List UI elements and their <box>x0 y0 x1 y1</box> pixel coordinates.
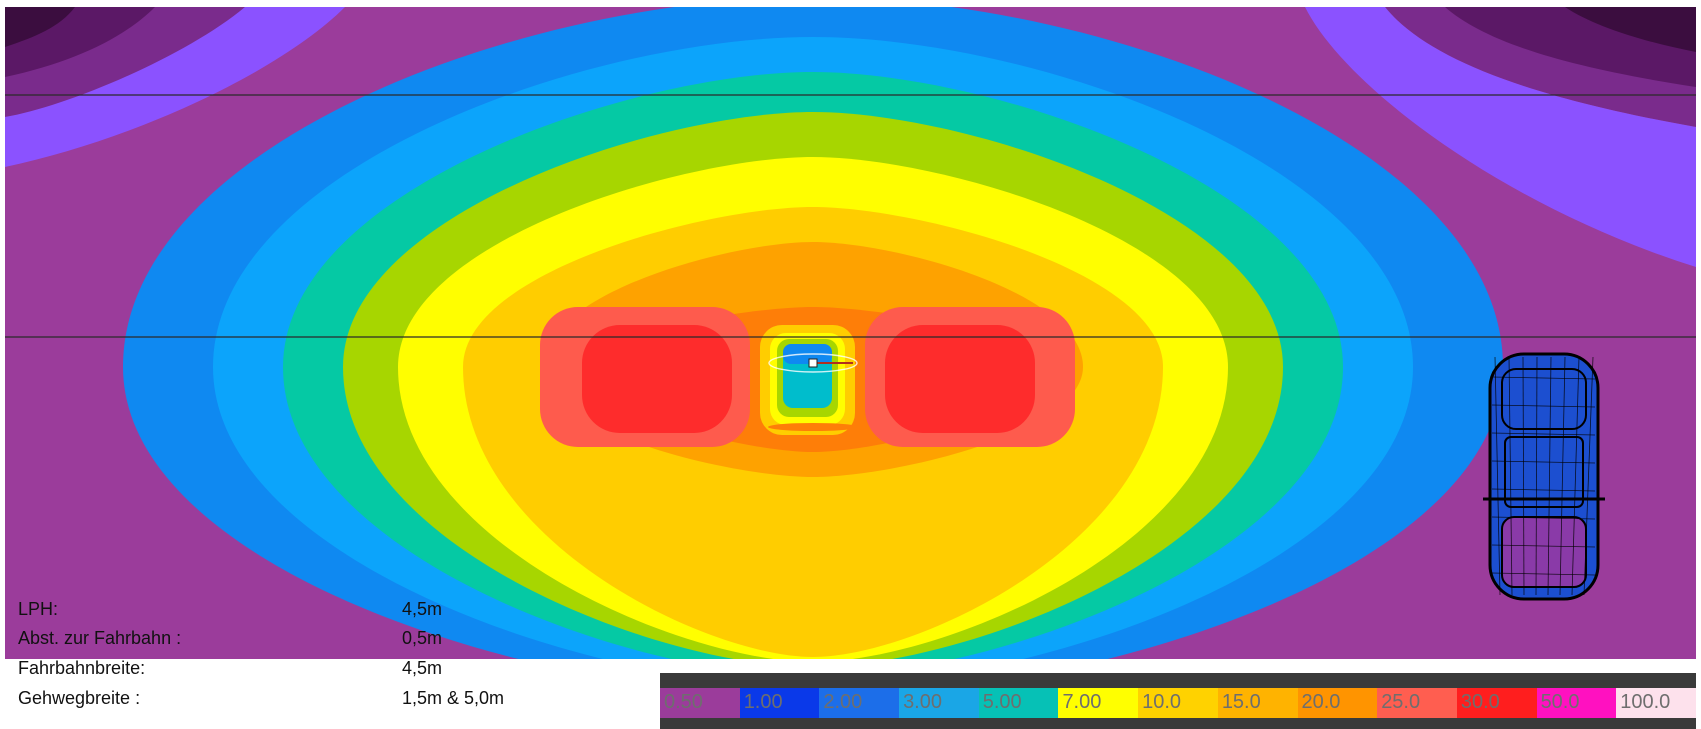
info-value: 1,5m & 5,0m <box>402 688 505 708</box>
legend-value: 7.00 <box>1062 691 1102 713</box>
luminaire-halo <box>768 353 858 373</box>
legend-cell: 25.0 <box>1377 688 1457 718</box>
legend-cells: 0.50 1.00 2.00 3.00 5.00 7.00 10.0 15.0 20.0 25.0… <box>660 688 1696 718</box>
legend-value: 50.0 <box>1540 691 1580 713</box>
legend-value: 25.0 <box>1381 691 1421 713</box>
contour-lobe-3 <box>885 325 1035 433</box>
car-mesh-line <box>1535 356 1538 596</box>
legend-value: 0.50 <box>664 691 703 713</box>
legend-value: 1.00 <box>743 691 783 713</box>
legend-value: 100.0 <box>1620 691 1671 713</box>
legend-cell: 15.0 <box>1217 688 1298 718</box>
legend-cell: 30.0 <box>1456 688 1537 718</box>
legend-value: 15.0 <box>1221 691 1261 713</box>
car-mesh-line <box>1491 572 1596 576</box>
info-row-road-width: Fahrbahnbreite: 4,5m <box>18 654 538 682</box>
car-roof <box>1504 436 1584 508</box>
contour-lobe-1 <box>582 325 732 433</box>
legend-cell: 50.0 <box>1536 688 1617 718</box>
legend-cell: 1.00 <box>739 688 820 718</box>
isolux-contour-svg <box>5 7 1696 659</box>
info-value: 4,5m <box>402 599 443 619</box>
car-mesh-line <box>1559 356 1566 596</box>
car-windshield <box>1501 368 1587 430</box>
legend-cell: 10.0 <box>1138 688 1218 718</box>
legend-cell: 2.00 <box>819 688 900 718</box>
legend-value: 10.0 <box>1142 691 1182 713</box>
legend-value: 20.0 <box>1301 691 1341 713</box>
info-value: 4,5m <box>402 658 443 678</box>
contour-corner-top-right-core <box>1565 7 1696 52</box>
legend-cell: 20.0 <box>1297 688 1378 718</box>
color-scale-legend: 0.50 1.00 2.00 3.00 5.00 7.00 10.0 15.0 20.0 25.0… <box>660 673 1696 729</box>
legend-cell: 3.00 <box>899 688 979 718</box>
info-value: 0,5m <box>402 628 443 648</box>
info-row-distance-to-road: Abst. zur Fahrbahn : 0,5m <box>18 624 538 652</box>
contour-bands <box>5 7 1696 659</box>
illuminance-isoline-map <box>5 7 1696 659</box>
info-label: Fahrbahnbreite: <box>18 658 146 678</box>
car-mesh-line <box>1491 488 1596 492</box>
info-label: Gehwegbreite : <box>18 688 141 708</box>
contour-band-violet-right <box>1305 7 1696 267</box>
info-row-sidewalk-width: Gehwegbreite : 1,5m & 5,0m <box>18 684 538 712</box>
car-mesh-line <box>1494 356 1501 596</box>
legend-cell: 5.00 <box>978 688 1059 718</box>
car-mesh-line <box>1583 356 1594 596</box>
luminaire-head <box>808 358 818 368</box>
car-mesh-line <box>1491 460 1596 464</box>
car-mesh-line <box>1522 356 1525 596</box>
car-mesh-line <box>1491 516 1596 520</box>
luminaire-icon <box>768 353 858 373</box>
info-row-lph: LPH: 4,5m <box>18 595 538 623</box>
legend-value: 30.0 <box>1460 691 1500 713</box>
car-mesh-line <box>1491 432 1596 436</box>
car-wireframe-icon <box>1483 352 1605 601</box>
car-mesh-line <box>1491 544 1596 548</box>
legend-cell: 100.0 <box>1616 688 1696 718</box>
legend-cell: 7.00 <box>1058 688 1139 718</box>
legend-cell: 0.50 <box>660 688 740 718</box>
legend-value: 3.00 <box>903 691 942 713</box>
car-mesh-line <box>1547 356 1552 596</box>
info-label: LPH: <box>18 599 59 619</box>
contour-corner-top-left-core <box>5 7 75 47</box>
car-mesh-line <box>1508 356 1513 596</box>
legend-value: 5.00 <box>982 691 1022 713</box>
contour-center-shadow <box>768 423 858 431</box>
legend-value: 2.00 <box>823 691 863 713</box>
car-mesh-line <box>1571 356 1580 596</box>
contour-band-violet-left <box>5 7 345 167</box>
info-label: Abst. zur Fahrbahn : <box>18 628 182 648</box>
